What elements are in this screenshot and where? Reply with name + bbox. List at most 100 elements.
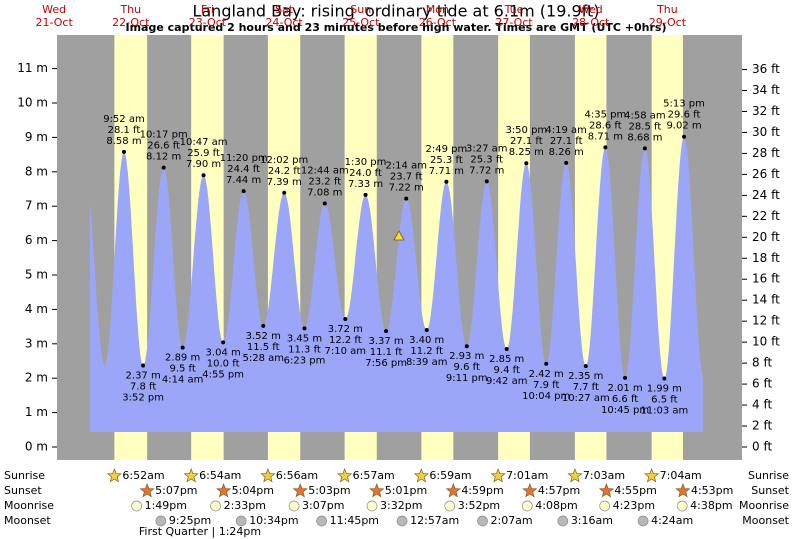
y2-tick-label: 4 ft [752,398,772,412]
high-tide-point [363,192,368,197]
row-label: Sunset [751,484,789,497]
day-name: Fri [201,3,214,16]
sunrise-icon [106,468,122,483]
tide-m-label: 7.22 m [389,183,424,194]
tide-m-label: 7.39 m [267,177,302,188]
row-label: Moonset [742,514,789,527]
row-label: Sunrise [4,469,45,482]
tide-m-label: 2.35 m [568,371,603,382]
y2-tick-label: 16 ft [752,272,780,286]
tide-m-label: 8.71 m [588,131,623,142]
tide-m-label: 1.99 m [647,384,682,395]
y-tick-label: 6 m [25,233,48,247]
tide-ft-label: 6.6 ft [612,394,638,405]
tide-ft-label: 9.4 ft [494,365,520,376]
day-date: 29-Oct [649,16,687,29]
low-tide-point [662,376,667,381]
y2-tick-label: 30 ft [752,125,780,139]
tide-ft-label: 11.5 ft [247,342,280,353]
tide-ft-label: 7.8 ft [130,381,156,392]
water-area [90,136,703,432]
tide-m-label: 3.52 m [246,331,281,342]
y-tick-label: 10 m [17,96,48,110]
tide-time: 6:23 pm [284,355,326,366]
y2-tick-label: 28 ft [752,146,780,160]
day-name: Wed [579,3,603,16]
row-label: Moonset [4,514,51,527]
low-tide-point [623,375,628,380]
tide-m-label: 2.37 m [126,370,161,381]
low-tide-point [302,326,307,331]
sunset-icon [598,483,615,498]
tide-ft-label: 24.4 ft [227,164,260,175]
high-tide-point [201,173,206,178]
sunset-icon [445,483,461,498]
tide-m-label: 7.90 m [186,159,221,170]
moonrise-icon [444,500,456,512]
moonrise-time: 4:23pm [613,499,655,512]
moonset-icon [396,515,408,527]
tide-time: 3:50 pm [505,125,547,136]
tide-time: 10:17 pm [140,130,188,141]
tide-ft-label: 26.6 ft [147,141,180,152]
row-label: Moonrise [739,499,789,512]
day-name: Thu [656,3,678,16]
y2-tick-label: 18 ft [752,251,780,265]
day-date: 27-Oct [495,16,533,29]
title: Langland Bay: rising ordinary tide at 6.… [192,2,599,21]
sunset-time: 4:53pm [691,484,733,497]
y-tick-label: 2 m [25,371,48,385]
tide-m-label: 9.02 m [666,121,701,132]
sunrise-time: 6:54am [199,469,241,482]
sunrise-icon [644,468,660,483]
tide-ft-label: 11.2 ft [410,346,443,357]
tide-ft-label: 29.6 ft [668,110,701,121]
tide-m-label: 8.12 m [146,152,181,163]
tide-m-label: 8.26 m [549,147,584,158]
tide-m-label: 7.72 m [469,165,504,176]
day-name: Sat [275,3,294,16]
high-tide-point [524,161,529,166]
tide-time: 2:14 am [385,161,427,172]
tide-ft-label: 28.6 ft [589,120,622,131]
low-tide-point [384,329,389,334]
sunrise-time: 7:03am [583,469,625,482]
sunset-time: 4:57pm [538,484,580,497]
tide-m-label: 7.71 m [429,166,464,177]
y2-tick-label: 8 ft [752,356,772,370]
tide-m-label: 3.37 m [368,336,403,347]
moonset-icon [477,515,488,527]
sunrise-time: 6:59am [429,469,471,482]
day-date: 25-Oct [342,16,380,29]
moonrise-time: 3:52pm [458,499,500,512]
moonrise-time: 4:08pm [535,499,577,512]
sunset-time: 5:01pm [385,484,427,497]
moonrise-time: 2:33pm [224,499,266,512]
day-date: 23-Oct [189,16,227,29]
tide-time: 3:27 am [466,143,508,154]
high-tide-point [404,196,409,201]
y-tick-label: 0 m [25,440,48,454]
y2-tick-label: 6 ft [752,377,772,391]
y-tick-label: 1 m [25,405,48,419]
sunset-time: 5:03pm [308,484,350,497]
tide-ft-label: 7.7 ft [573,382,599,393]
tide-time: 11:20 pm [220,153,268,164]
tide-time: 10:45 pm [601,405,649,416]
y2-tick-label: 22 ft [752,209,780,223]
day-date: 28-Oct [572,16,610,29]
sunset-icon [216,483,232,498]
y2-tick-label: 14 ft [752,293,780,307]
y-tick-label: 7 m [25,199,48,213]
moonset-icon [316,515,327,527]
day-name: Tue [504,3,524,16]
moonrise-icon [366,500,378,512]
sunset-time: 5:07pm [155,484,197,497]
tide-m-label: 7.44 m [226,175,261,186]
tide-time: 1:30 pm [345,157,387,168]
moonset-time: 3:16am [571,514,613,527]
tide-m-label: 2.89 m [165,353,200,364]
tide-ft-label: 28.1 ft [108,125,141,136]
moonset-icon [637,515,649,527]
